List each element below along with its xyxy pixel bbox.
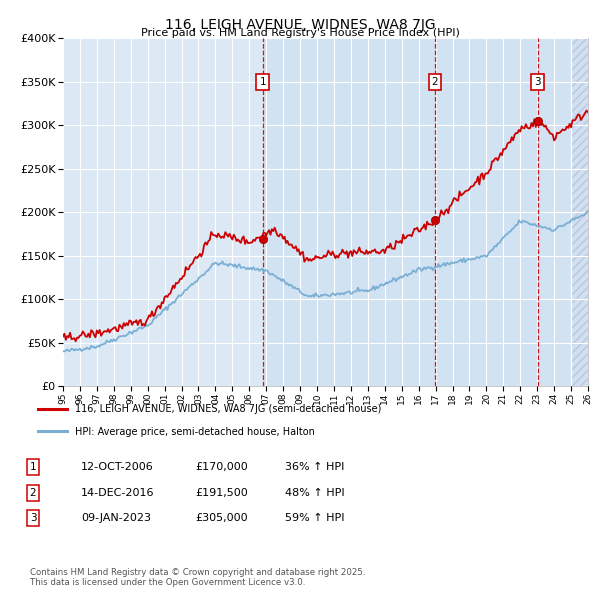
Text: 3: 3 [29, 513, 37, 523]
Text: 1: 1 [259, 77, 266, 87]
Text: 116, LEIGH AVENUE, WIDNES, WA8 7JG (semi-detached house): 116, LEIGH AVENUE, WIDNES, WA8 7JG (semi… [75, 404, 381, 414]
Text: 59% ↑ HPI: 59% ↑ HPI [285, 513, 344, 523]
Text: 116, LEIGH AVENUE, WIDNES, WA8 7JG: 116, LEIGH AVENUE, WIDNES, WA8 7JG [164, 18, 436, 32]
Text: 2: 2 [431, 77, 438, 87]
Text: HPI: Average price, semi-detached house, Halton: HPI: Average price, semi-detached house,… [75, 427, 315, 437]
Text: Contains HM Land Registry data © Crown copyright and database right 2025.
This d: Contains HM Land Registry data © Crown c… [30, 568, 365, 587]
Text: £305,000: £305,000 [195, 513, 248, 523]
Text: 2: 2 [29, 488, 37, 497]
Bar [538, 38, 571, 386]
Text: 1: 1 [29, 463, 37, 472]
Text: 3: 3 [535, 77, 541, 87]
Text: 48% ↑ HPI: 48% ↑ HPI [285, 488, 344, 497]
Text: £191,500: £191,500 [195, 488, 248, 497]
Text: 14-DEC-2016: 14-DEC-2016 [81, 488, 155, 497]
Text: 36% ↑ HPI: 36% ↑ HPI [285, 463, 344, 472]
Text: 09-JAN-2023: 09-JAN-2023 [81, 513, 151, 523]
Bar [571, 38, 588, 386]
Text: £170,000: £170,000 [195, 463, 248, 472]
Bar [435, 38, 538, 386]
Text: 12-OCT-2006: 12-OCT-2006 [81, 463, 154, 472]
Bar [263, 38, 435, 386]
Text: Price paid vs. HM Land Registry's House Price Index (HPI): Price paid vs. HM Land Registry's House … [140, 28, 460, 38]
